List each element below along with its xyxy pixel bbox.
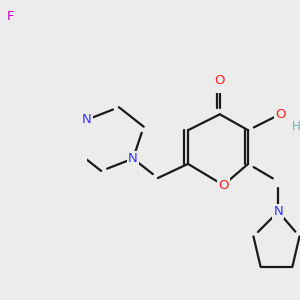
Text: O: O [214, 74, 225, 87]
Text: N: N [128, 152, 138, 165]
Text: F: F [7, 11, 15, 23]
Text: H: H [292, 120, 300, 133]
Text: O: O [275, 108, 285, 121]
Text: O: O [218, 178, 229, 192]
Text: N: N [273, 205, 283, 218]
Text: N: N [82, 113, 92, 126]
